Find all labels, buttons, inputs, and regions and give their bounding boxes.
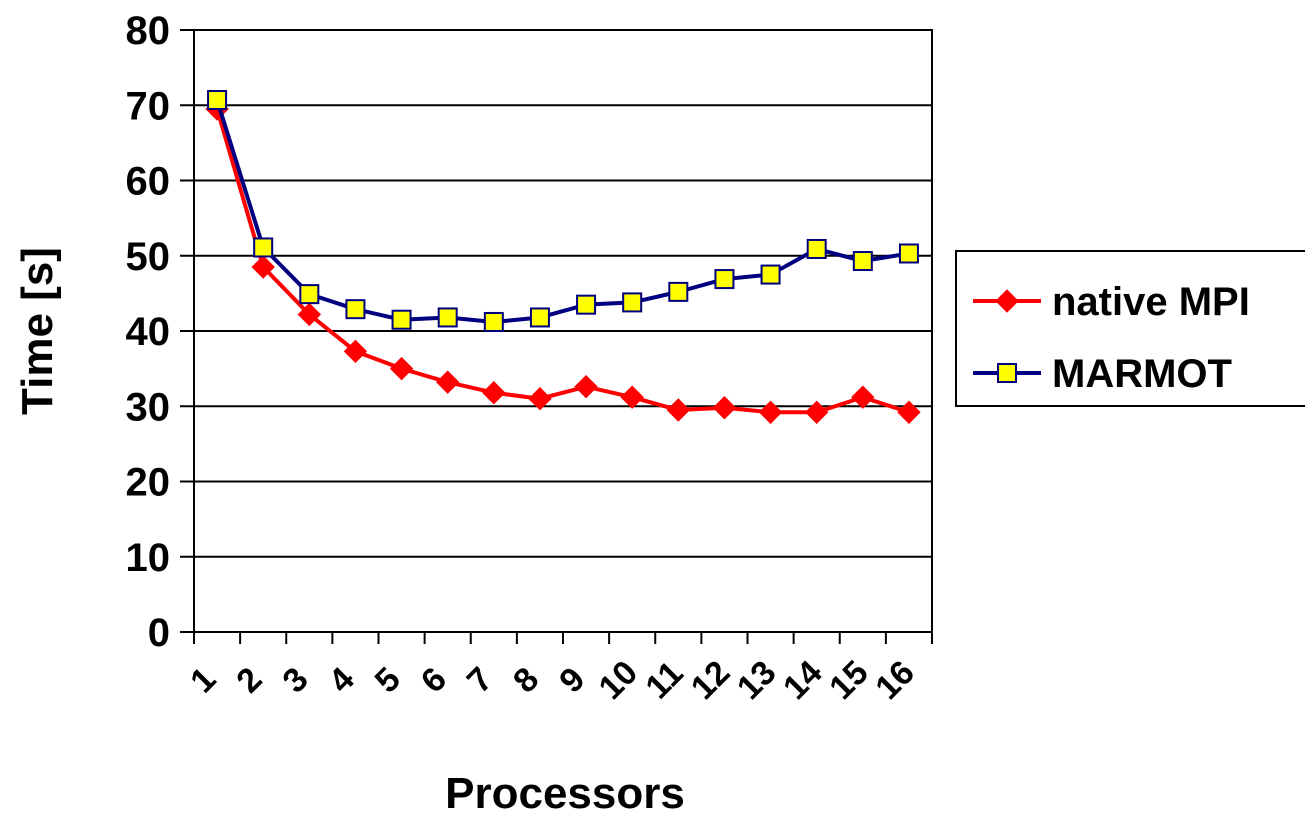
data-point bbox=[437, 307, 458, 328]
x-tick-label: 8 bbox=[506, 660, 546, 700]
y-axis-title: Time [s] bbox=[13, 247, 62, 415]
legend: native MPI MARMOT bbox=[955, 250, 1305, 407]
data-point bbox=[574, 374, 598, 399]
series-native-mpi bbox=[205, 97, 921, 424]
data-point bbox=[529, 307, 550, 328]
data-point bbox=[712, 396, 737, 420]
y-axis: 0 10 20 30 40 50 60 70 80 bbox=[126, 9, 194, 655]
x-tick-label: 6 bbox=[414, 660, 454, 700]
data-point bbox=[435, 370, 460, 394]
data-point bbox=[345, 299, 366, 320]
data-point bbox=[714, 269, 735, 290]
y-tick-label: 50 bbox=[126, 235, 171, 279]
y-tick-label: 70 bbox=[126, 84, 171, 128]
data-point bbox=[299, 284, 320, 305]
legend-marker-native-mpi bbox=[995, 289, 1019, 313]
x-tick-label: 10 bbox=[592, 653, 646, 707]
legend-label-marmot: MARMOT bbox=[1052, 352, 1232, 396]
legend-label-native-mpi: native MPI bbox=[1052, 280, 1250, 324]
data-point bbox=[389, 356, 414, 381]
y-tick-label: 80 bbox=[126, 9, 171, 53]
data-point bbox=[528, 387, 552, 411]
data-point bbox=[897, 400, 921, 424]
y-tick-label: 10 bbox=[126, 536, 171, 580]
x-tick-label: 4 bbox=[322, 660, 362, 700]
x-tick-label: 3 bbox=[275, 660, 315, 700]
data-point bbox=[620, 385, 644, 409]
data-point bbox=[622, 292, 643, 313]
x-tick-label: 1 bbox=[183, 660, 223, 700]
series-line bbox=[215, 99, 910, 324]
data-point bbox=[804, 400, 829, 424]
x-tick-label: 9 bbox=[552, 660, 592, 700]
data-point bbox=[483, 311, 504, 332]
x-tick-label: 5 bbox=[368, 660, 408, 700]
data-point bbox=[207, 89, 228, 110]
data-point bbox=[666, 398, 691, 422]
data-point bbox=[482, 380, 506, 405]
series-marmot bbox=[207, 89, 919, 332]
y-tick-label: 40 bbox=[126, 310, 171, 354]
x-tick-label: 7 bbox=[460, 660, 500, 700]
y-tick-label: 20 bbox=[126, 461, 171, 505]
x-axis-title: Processors bbox=[445, 769, 685, 813]
data-point bbox=[253, 237, 274, 258]
data-point bbox=[576, 294, 597, 315]
grid-lines bbox=[194, 104, 932, 558]
data-point bbox=[760, 264, 781, 285]
data-point bbox=[297, 302, 322, 327]
data-series bbox=[205, 89, 921, 424]
legend-marker-marmot bbox=[997, 363, 1017, 383]
data-point bbox=[898, 243, 919, 264]
data-point bbox=[852, 251, 873, 272]
y-tick-label: 30 bbox=[126, 385, 171, 429]
y-tick-label: 0 bbox=[148, 611, 170, 655]
data-point bbox=[806, 238, 827, 259]
series-line bbox=[215, 108, 910, 415]
x-tick-label: 2 bbox=[229, 660, 269, 700]
x-tick-label: 16 bbox=[868, 653, 922, 707]
data-point bbox=[668, 281, 689, 302]
y-tick-label: 60 bbox=[126, 160, 171, 204]
data-point bbox=[391, 309, 412, 330]
data-point bbox=[851, 385, 875, 409]
data-point bbox=[758, 400, 783, 424]
data-point bbox=[343, 339, 368, 364]
data-point bbox=[251, 255, 275, 279]
